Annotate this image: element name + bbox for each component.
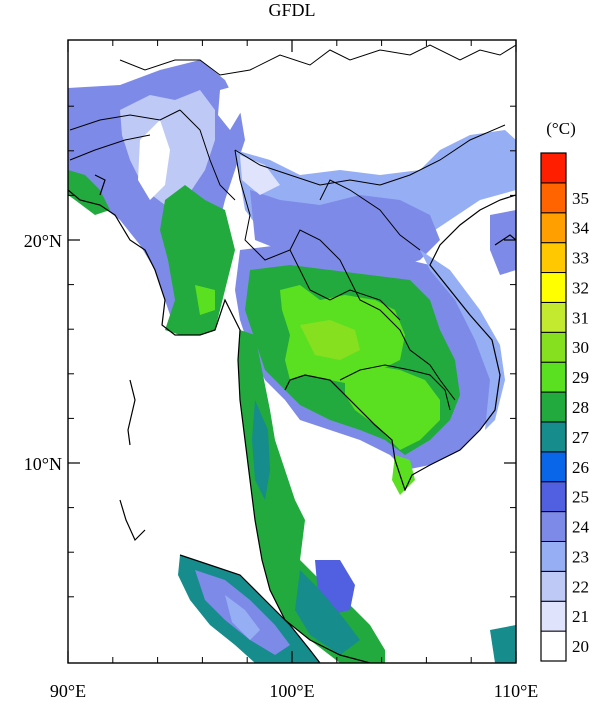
colorbar-label: 30 — [572, 338, 589, 357]
region-sumatra-cool — [225, 595, 260, 640]
region-myanmar-warm — [195, 285, 215, 315]
region-cambodia-warm — [345, 365, 440, 450]
colorbar-swatch — [540, 511, 567, 542]
region-north-white — [240, 155, 280, 195]
colorbar-swatch — [540, 630, 567, 662]
region-northeast — [490, 210, 516, 275]
colorbar-label: 22 — [572, 577, 589, 596]
colorbar-swatch — [540, 451, 567, 483]
colorbar-swatch — [540, 540, 567, 572]
colorbar-swatch — [540, 600, 567, 632]
colorbar-swatch — [540, 331, 567, 363]
colorbar-label: 32 — [572, 278, 589, 297]
colorbar-label: 20 — [572, 637, 589, 656]
colorbar-label: 28 — [572, 398, 589, 417]
x-tick-label: 100°E — [269, 681, 314, 701]
colorbar-swatch — [540, 481, 567, 513]
colorbar-swatch — [540, 421, 567, 453]
colorbar-swatch — [540, 212, 567, 244]
borders — [69, 44, 516, 411]
region-peninsula — [238, 330, 385, 663]
map-title: GFDL — [268, 0, 315, 20]
colorbar-swatch — [540, 272, 567, 303]
colorbar-swatch — [540, 242, 567, 274]
colorbar-swatch — [540, 570, 567, 602]
colorbar-swatch — [540, 152, 567, 184]
colorbar-label: 33 — [572, 249, 589, 268]
region-borneo-corner — [490, 625, 516, 663]
colorbar: 20 21 22 23 24 25 26 27 28 29 30 31 32 33 34 35 — [540, 152, 590, 662]
region-west-coast — [68, 170, 110, 215]
colorbar-label: 31 — [572, 308, 589, 327]
colorbar-label: 26 — [572, 458, 589, 477]
colorbar-swatch — [540, 361, 567, 393]
region-thailand-hot — [300, 320, 360, 360]
x-axis: 90°E 100°E 110°E — [50, 40, 538, 701]
colorbar-border — [540, 152, 567, 662]
colorbar-swatch — [540, 301, 567, 333]
colorbar-label: 23 — [572, 547, 589, 566]
coastlines — [68, 174, 516, 663]
region-peninsula-teal — [252, 400, 270, 500]
region-myanmar-lowlands — [160, 185, 235, 335]
units-label: (°C) — [546, 119, 575, 138]
region-malay-teal — [295, 570, 360, 655]
colorbar-label: 27 — [572, 428, 590, 447]
colorbar-label: 29 — [572, 368, 589, 387]
x-tick-label: 110°E — [494, 681, 539, 701]
x-tick-label: 90°E — [50, 681, 86, 701]
colorbar-label: 25 — [572, 488, 589, 507]
colorbar-label: 34 — [572, 219, 590, 238]
region-delta — [392, 455, 415, 495]
region-vietnam-coast — [420, 250, 505, 430]
y-tick-label: 10°N — [24, 454, 62, 474]
region-myanmar-coldest — [138, 120, 170, 200]
region-myanmar-coldest-2 — [218, 85, 242, 130]
y-axis: 20°N 10°N — [24, 105, 516, 598]
colorbar-label: 24 — [572, 518, 590, 537]
colorbar-label: 35 — [572, 189, 589, 208]
colorbar-swatch — [540, 391, 567, 423]
temperature-field — [68, 44, 516, 663]
colorbar-swatch — [540, 182, 567, 214]
colorbar-label: 21 — [572, 607, 589, 626]
y-tick-label: 20°N — [24, 231, 62, 251]
